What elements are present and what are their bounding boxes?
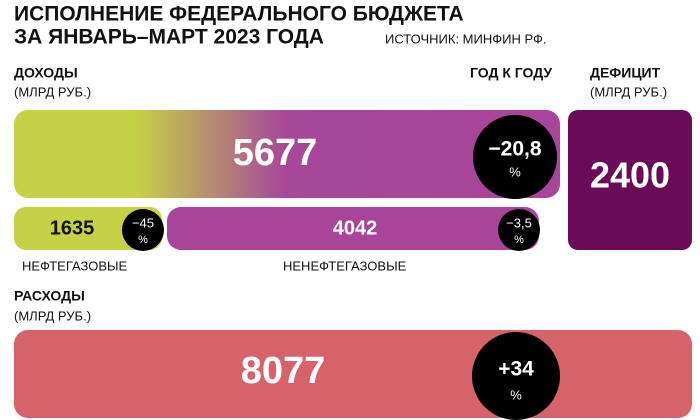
- deficit-value: 2400: [590, 155, 670, 196]
- expenses-value: 8077: [241, 350, 326, 392]
- change-unit: %: [510, 387, 522, 402]
- change-unit: %: [514, 234, 524, 246]
- segment-label: НЕФТЕГАЗОВЫЕ: [22, 258, 128, 273]
- yoy-label: ГОД К ГОДУ: [470, 65, 552, 81]
- change-value: −3,5: [506, 215, 532, 230]
- change-badge: [473, 115, 557, 199]
- title: ЗА ЯНВАРЬ–МАРТ 2023 ГОДА: [14, 26, 324, 49]
- change-value: +34: [498, 358, 534, 381]
- change-value: −20,8: [488, 138, 541, 161]
- title: ИСПОЛНЕНИЕ ФЕДЕРАЛЬНОГО БЮДЖЕТА: [14, 3, 464, 26]
- change-unit: %: [138, 234, 148, 246]
- revenue-value: 5677: [233, 132, 318, 174]
- oil-gas-value: 1635: [50, 217, 95, 239]
- section-label: РАСХОДЫ: [14, 288, 85, 304]
- change-badge: [122, 209, 164, 251]
- change-badge: [498, 209, 540, 251]
- expenses-bar: [14, 330, 692, 418]
- change-value: −45: [132, 215, 154, 230]
- unit: (МЛРД РУБ.): [14, 308, 91, 323]
- revenue-bar: [14, 110, 560, 198]
- non-oil-gas-value: 4042: [333, 217, 378, 239]
- change-unit: %: [509, 164, 521, 179]
- section-label: ДОХОДЫ: [14, 65, 78, 81]
- unit: (МЛРД РУБ.): [590, 84, 667, 99]
- section-label: ДЕФИЦИТ: [590, 65, 661, 81]
- segment-label: НЕНЕФТЕГАЗОВЫЕ: [283, 258, 407, 273]
- source: ИСТОЧНИК: МИНФИН РФ.: [385, 31, 546, 46]
- unit: (МЛРД РУБ.): [14, 84, 91, 99]
- deficit-box: [568, 110, 692, 250]
- non-oil-gas-bar: [167, 207, 539, 250]
- change-badge: [472, 332, 560, 420]
